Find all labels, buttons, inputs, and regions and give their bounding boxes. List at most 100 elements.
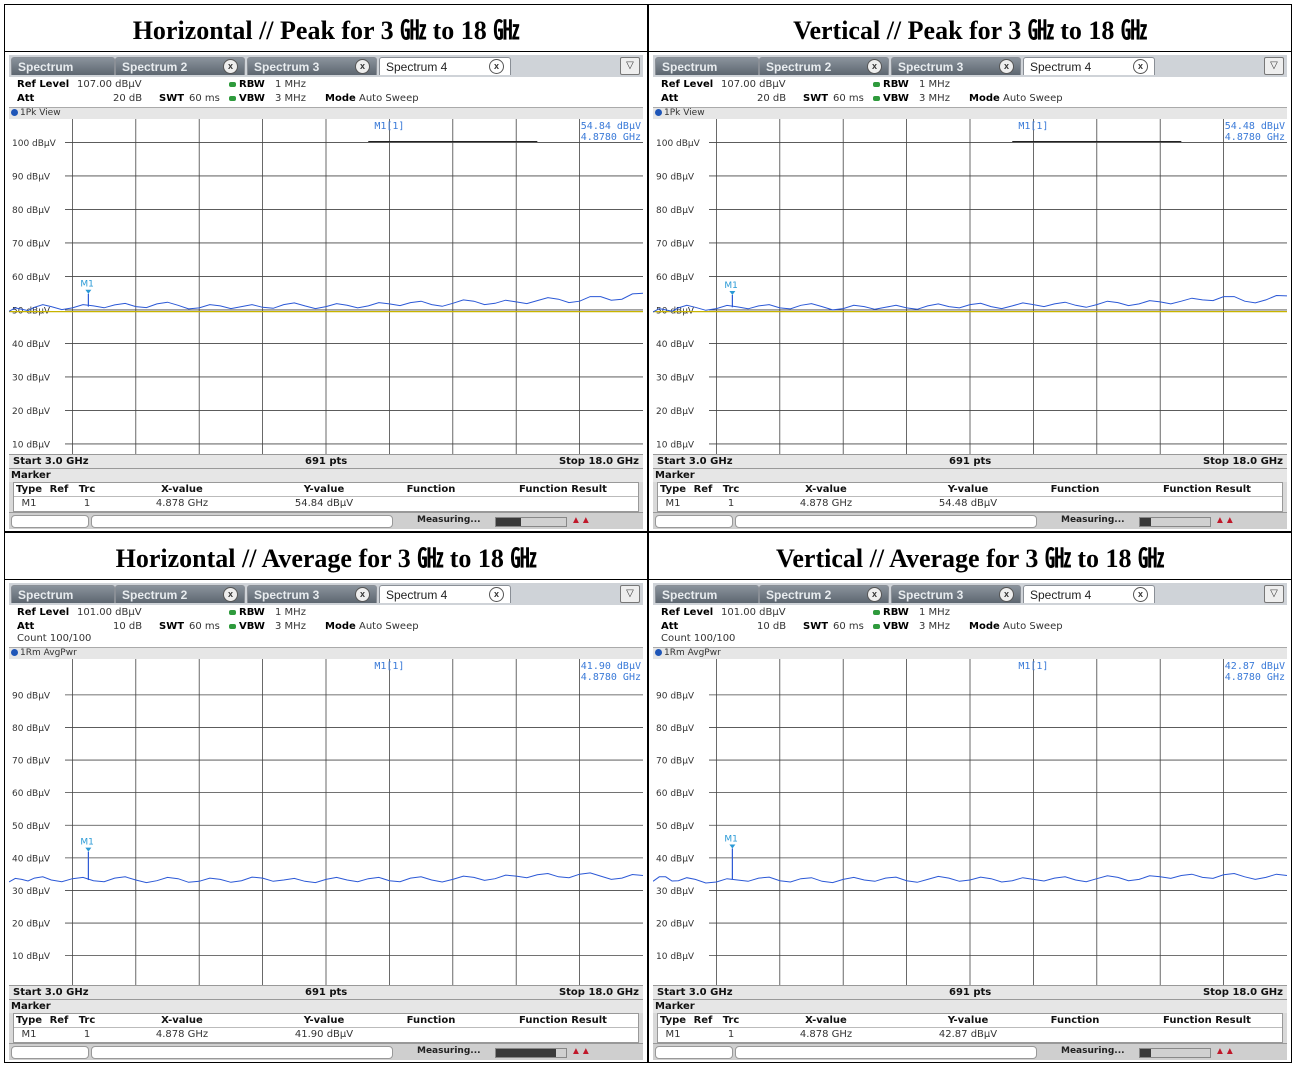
- tab-close-icon[interactable]: x: [999, 587, 1014, 602]
- settings-row-1: Ref Level 107.00 dBμV RBW 1 MHz: [9, 79, 643, 93]
- trace-line: [9, 872, 643, 884]
- marker-table-cell-type: M1: [21, 498, 37, 509]
- tab-spectrum[interactable]: Spectrum: [655, 585, 759, 603]
- marker-table-cell-x: 4.878 GHz: [799, 498, 853, 509]
- tab-spectrum-2[interactable]: Spectrum 2 x: [115, 57, 245, 75]
- sweep-count: Count 100/100: [661, 633, 736, 644]
- marker-table-header: Type Ref Trc X-value Y-value Function Function…: [14, 1014, 638, 1028]
- sweep-points: 691 pts: [305, 456, 348, 467]
- display-config-icon[interactable]: ▽: [1264, 585, 1284, 603]
- spectrum-plot[interactable]: 90 dBμV 80 dBμV 70 dBμV 60 dBμV 50 dBμV 40 dB…: [653, 659, 1287, 985]
- att-value: 10 dB: [113, 621, 143, 632]
- tab-spectrum-2[interactable]: Spectrum 2 x: [759, 585, 889, 603]
- marker-table-cell-y: 54.48 dBμV: [938, 498, 998, 509]
- mode-label: Mode: [969, 93, 1000, 104]
- marker-table-cell-x: 4.878 GHz: [155, 498, 209, 509]
- marker-label: M1: [80, 838, 94, 848]
- marker-table-row[interactable]: M1 1 4.878 GHz 41.90 dBμV: [14, 1028, 638, 1041]
- tab-spectrum-3[interactable]: Spectrum 3 x: [247, 585, 377, 603]
- tab-close-icon[interactable]: x: [355, 59, 370, 74]
- sweep-points: 691 pts: [949, 456, 992, 467]
- tab-spectrum[interactable]: Spectrum: [655, 57, 759, 75]
- tab-label: Spectrum: [662, 60, 718, 74]
- marker-table-header: Type Ref Trc X-value Y-value Function Function…: [658, 483, 1282, 497]
- tab-bar: Spectrum Spectrum 2 x Spectrum 3 x Spectrum 4…: [653, 55, 1287, 77]
- tab-spectrum[interactable]: Spectrum: [11, 585, 115, 603]
- marker-table-header-cell: Function Result: [1163, 1015, 1251, 1026]
- tab-spectrum[interactable]: Spectrum: [11, 57, 115, 75]
- marker-table-cell-trc: 1: [83, 1029, 91, 1040]
- display-config-icon[interactable]: ▽: [620, 57, 640, 75]
- y-tick-label: 50 dBμV: [12, 822, 51, 832]
- tab-close-icon[interactable]: x: [999, 59, 1014, 74]
- status-field-1: [11, 1046, 89, 1059]
- sweep-progress-bar: [495, 1048, 567, 1058]
- status-field-2: [735, 515, 1037, 528]
- spectrum-plot[interactable]: 100 dBμV 90 dBμV 80 dBμV 70 dBμV 60 dBμV 50 d…: [9, 119, 643, 454]
- analyzer-screen: Spectrum Spectrum 2 x Spectrum 3 x Spectrum 4…: [9, 55, 643, 529]
- marker-readout-level: 41.90 dBμV: [581, 661, 641, 672]
- tab-spectrum-4[interactable]: Spectrum 4 x: [379, 57, 511, 75]
- tab-label: Spectrum 2: [766, 60, 832, 74]
- swt-value: 60 ms: [189, 93, 220, 104]
- tab-spectrum-3[interactable]: Spectrum 3 x: [247, 57, 377, 75]
- marker-table-row[interactable]: M1 1 4.878 GHz 54.48 dBμV: [658, 497, 1282, 510]
- stop-frequency: Stop 18.0 GHz: [1202, 987, 1283, 998]
- marker-table-header-cell: Function Result: [1163, 484, 1251, 495]
- spectrum-plot[interactable]: 90 dBμV 80 dBμV 70 dBμV 60 dBμV 50 dBμV 40 dB…: [9, 659, 643, 985]
- marker-table-cell-trc: 1: [727, 498, 735, 509]
- status-field-2: [735, 1046, 1037, 1059]
- tab-spectrum-3[interactable]: Spectrum 3 x: [891, 57, 1021, 75]
- sweep-progress-fill: [496, 1049, 556, 1057]
- start-frequency: Start 3.0 GHz: [13, 987, 89, 998]
- measuring-status: Measuring...: [1061, 1046, 1125, 1056]
- display-config-icon[interactable]: ▽: [1264, 57, 1284, 75]
- marker-table-row[interactable]: M1 1 4.878 GHz 54.84 dBμV: [14, 497, 638, 510]
- marker-table-header-cell: Ref: [693, 1015, 713, 1026]
- tab-spectrum-4[interactable]: Spectrum 4 x: [1023, 585, 1155, 603]
- measuring-status: Measuring...: [1061, 515, 1125, 525]
- display-config-icon[interactable]: ▽: [620, 585, 640, 603]
- marker-table-cell-y: 41.90 dBμV: [294, 1029, 354, 1040]
- tab-spectrum-2[interactable]: Spectrum 2 x: [115, 585, 245, 603]
- marker-table-cell-type: M1: [21, 1029, 37, 1040]
- tab-spectrum-3[interactable]: Spectrum 3 x: [891, 585, 1021, 603]
- tab-spectrum-4[interactable]: Spectrum 4 x: [379, 585, 511, 603]
- marker-table-header-cell: Type: [15, 484, 43, 495]
- tab-close-icon[interactable]: x: [1133, 587, 1148, 602]
- tab-spectrum-4[interactable]: Spectrum 4 x: [1023, 57, 1155, 75]
- marker-table-row[interactable]: M1 1 4.878 GHz 42.87 dBμV: [658, 1028, 1282, 1041]
- sweep-progress-bar: [1139, 517, 1211, 527]
- vbw-value: 3 MHz: [275, 621, 306, 632]
- panel-heading: Horizontal // Peak for 3 ㎓ to 18 ㎓: [5, 5, 647, 52]
- status-bar: Measuring... ▲▲: [9, 512, 643, 529]
- marker-table-header-cell: Ref: [49, 1015, 69, 1026]
- rbw-coupled-icon: [873, 609, 880, 615]
- mode-value: Auto Sweep: [1003, 621, 1063, 632]
- tab-label: Spectrum 4: [1030, 588, 1092, 602]
- spectrum-plot[interactable]: 100 dBμV 90 dBμV 80 dBμV 70 dBμV 60 dBμV 50 d…: [653, 119, 1287, 454]
- tab-close-icon[interactable]: x: [867, 587, 882, 602]
- marker-triangle-icon: [729, 844, 736, 849]
- tab-close-icon[interactable]: x: [355, 587, 370, 602]
- marker-table-header-cell: Function: [406, 484, 456, 495]
- tab-label: Spectrum 3: [898, 60, 964, 74]
- measuring-status: Measuring...: [417, 1046, 481, 1056]
- tab-bar: Spectrum Spectrum 2 x Spectrum 3 x Spectrum 4…: [653, 583, 1287, 605]
- marker-table-cell-x: 4.878 GHz: [799, 1029, 853, 1040]
- marker-triangle-icon: [85, 289, 92, 294]
- tab-close-icon[interactable]: x: [1133, 59, 1148, 74]
- tab-spectrum-2[interactable]: Spectrum 2 x: [759, 57, 889, 75]
- tab-label: Spectrum 3: [254, 60, 320, 74]
- status-field-1: [655, 515, 733, 528]
- rs-logo-icon: ▲▲: [1215, 515, 1235, 526]
- marker-table-header-cell: Y-value: [303, 484, 345, 495]
- tab-close-icon[interactable]: x: [223, 587, 238, 602]
- marker-table-header-cell: Trc: [722, 484, 740, 495]
- tab-close-icon[interactable]: x: [867, 59, 882, 74]
- tab-close-icon[interactable]: x: [223, 59, 238, 74]
- tab-label: Spectrum 3: [254, 588, 320, 602]
- tab-close-icon[interactable]: x: [489, 59, 504, 74]
- tab-close-icon[interactable]: x: [489, 587, 504, 602]
